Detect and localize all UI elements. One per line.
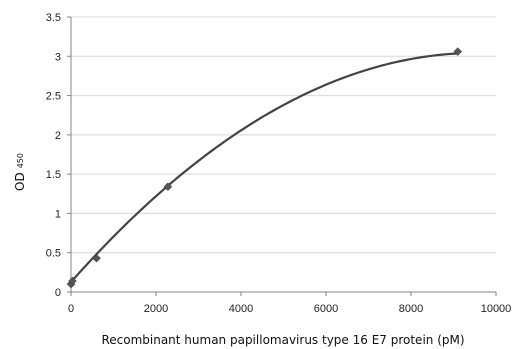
x-tick-labels: 0 2000 4000 6000 8000 10000 [68, 303, 511, 315]
data-point [92, 253, 101, 263]
y-tick-label: 2 [55, 130, 61, 142]
x-tick-label: 8000 [399, 303, 423, 315]
y-tick-label: 0.5 [46, 248, 61, 260]
y-axis-title-main: OD [13, 172, 27, 191]
x-tick-label: 0 [68, 303, 74, 315]
x-tick-label: 2000 [144, 303, 168, 315]
data-point [163, 182, 173, 192]
axes [67, 16, 497, 296]
data-point [453, 47, 463, 56]
x-axis-title: Recombinant human papillomavirus type 16… [101, 333, 464, 347]
y-tick-label: 0 [55, 287, 61, 299]
y-tick-labels: 0 0.5 1 1.5 2 2.5 3 3.5 [46, 12, 61, 299]
x-tick-label: 6000 [314, 303, 338, 315]
y-tick-label: 1.5 [46, 169, 61, 181]
x-tick-label: 10000 [481, 303, 512, 315]
y-axis-title: OD 450 [13, 153, 27, 191]
y-tick-label: 3 [55, 51, 61, 63]
x-tick-label: 4000 [229, 303, 253, 315]
y-tick-label: 1 [55, 208, 61, 220]
y-axis-title-subscript: 450 [16, 153, 25, 168]
gridlines [71, 16, 496, 254]
trendline [70, 52, 458, 283]
y-tick-label: 2.5 [46, 91, 61, 103]
y-tick-label: 3.5 [46, 12, 61, 24]
data-point [68, 276, 77, 286]
data-points [66, 47, 463, 289]
